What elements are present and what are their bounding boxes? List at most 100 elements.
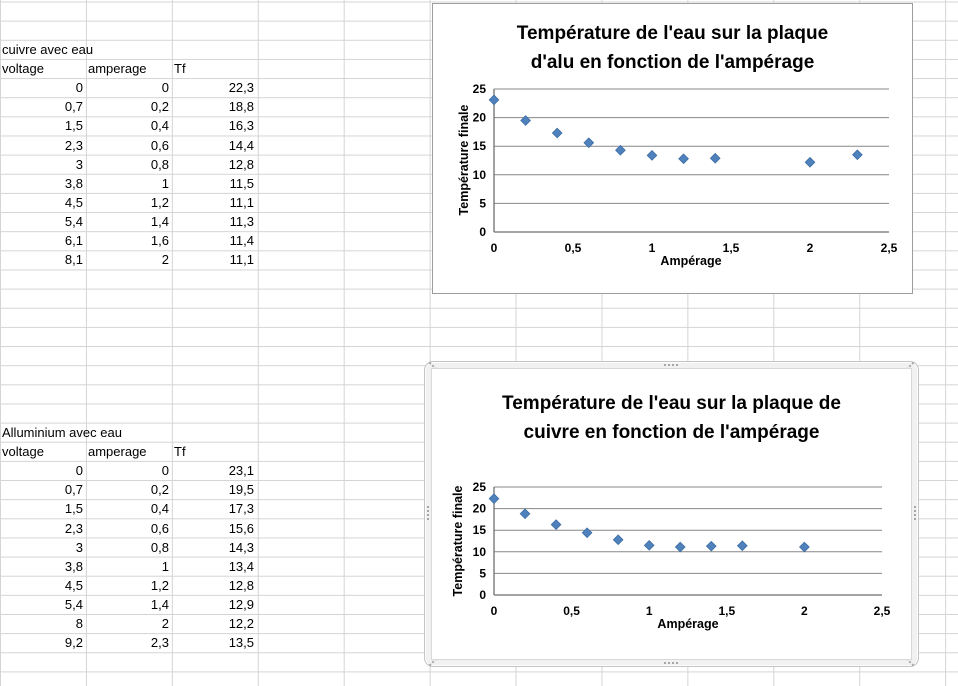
table2-header-tf[interactable]: Tf (174, 444, 186, 459)
resize-handle-left[interactable] (427, 506, 429, 520)
table-row[interactable]: 2,3 0,6 14,4 (0, 136, 258, 155)
table-cell[interactable]: 1,5 (64, 501, 83, 517)
table-cell[interactable]: 14,3 (228, 539, 254, 555)
table2-body[interactable]: 0 0 23,1 0,7 0,2 19,5 1,5 0,4 17,3 2,3 0,6 15,6 3 0,8… (0, 461, 258, 652)
table-cell[interactable]: 1 (161, 558, 169, 574)
table-cell[interactable]: 23,1 (228, 463, 254, 479)
table-cell[interactable]: 0,6 (150, 520, 169, 536)
data-point[interactable] (488, 94, 500, 106)
table-cell[interactable]: 0 (161, 80, 169, 96)
table-row[interactable]: 0,7 0,2 18,8 (0, 97, 258, 116)
chart-title[interactable]: Température de l'eau sur la plaque d'alu… (516, 23, 829, 73)
table-row[interactable]: 1,5 0,4 17,3 (0, 499, 258, 518)
table-cell[interactable]: 1,4 (150, 597, 169, 613)
table-cell[interactable]: 11,5 (229, 175, 254, 191)
table-cell[interactable]: 3 (75, 156, 83, 172)
table-row[interactable]: 8 2 12,2 (0, 614, 258, 633)
table-row[interactable]: 6,1 1,6 11,4 (0, 231, 258, 250)
table-row[interactable]: 3 0,8 14,3 (0, 538, 258, 557)
table-cell[interactable]: 1,2 (150, 578, 169, 594)
table-row[interactable]: 4,5 1,2 12,8 (0, 576, 258, 595)
table-cell[interactable]: 5,4 (64, 597, 83, 613)
table-row[interactable]: 9,2 2,3 13,5 (0, 633, 258, 652)
data-point[interactable] (581, 527, 593, 539)
table-cell[interactable]: 3,8 (64, 175, 83, 191)
table-cell[interactable]: 1 (161, 175, 169, 191)
table-cell[interactable]: 0,6 (150, 137, 169, 153)
table-cell[interactable]: 14,4 (228, 137, 254, 153)
data-point[interactable] (519, 508, 531, 520)
table1-body[interactable]: 0 0 22,3 0,7 0,2 18,8 1,5 0,4 16,3 2,3 0,6 14,4 3 0,8… (0, 78, 258, 269)
table-cell[interactable]: 13,4 (228, 558, 254, 574)
table-cell[interactable]: 2 (161, 616, 169, 632)
table-row[interactable]: 3 0,8 12,8 (0, 155, 258, 174)
data-point[interactable] (705, 540, 717, 552)
table2-title[interactable]: Alluminium avec eau (2, 424, 122, 440)
table-cell[interactable]: 2,3 (64, 137, 83, 153)
table-cell[interactable]: 13,5 (228, 635, 254, 651)
table-row[interactable]: 3,8 1 11,5 (0, 174, 258, 193)
table-cell[interactable]: 17,3 (228, 501, 254, 517)
table-cell[interactable]: 15,6 (228, 520, 254, 536)
data-point[interactable] (678, 153, 689, 165)
data-point[interactable] (551, 127, 563, 139)
table-cell[interactable]: 4,5 (64, 195, 83, 211)
data-point[interactable] (674, 541, 686, 553)
data-point[interactable] (583, 137, 595, 149)
data-point[interactable] (799, 541, 810, 553)
table-row[interactable]: 8,1 2 11,1 (0, 250, 258, 269)
data-point[interactable] (550, 519, 562, 530)
table-cell[interactable]: 8,1 (64, 252, 83, 268)
table-cell[interactable]: 1,5 (64, 118, 83, 134)
table-cell[interactable]: 1,4 (150, 214, 169, 230)
data-point[interactable] (709, 152, 721, 164)
table-cell[interactable]: 19,5 (228, 482, 254, 498)
data-point[interactable] (804, 156, 816, 168)
table-cell[interactable]: 12,9 (228, 597, 254, 613)
table-cell[interactable]: 0,2 (150, 99, 169, 115)
table-cell[interactable]: 0,7 (64, 99, 83, 115)
table-cell[interactable]: 8 (75, 616, 83, 632)
table-row[interactable]: 0 0 23,1 (0, 461, 258, 480)
table-row[interactable]: 5,4 1,4 11,3 (0, 212, 258, 231)
table-cell[interactable]: 11,1 (229, 195, 254, 211)
resize-handle-bottom[interactable] (663, 662, 678, 664)
table-cell[interactable]: 22,3 (228, 80, 254, 96)
table-cell[interactable]: 11,4 (229, 233, 254, 249)
data-point[interactable] (852, 149, 863, 161)
x-axis-title[interactable]: Ampérage (657, 617, 719, 631)
table-cell[interactable]: 0 (75, 463, 83, 479)
scatter-plot-cuivre[interactable]: 0 5 10 15 20 25 0 0,5 1 1,5 2 2,5 (432, 369, 911, 659)
data-point[interactable] (736, 540, 748, 552)
scatter-plot-alu[interactable]: 0 5 10 15 20 25 0 0,5 1 1,5 2 2,5 (433, 4, 912, 293)
table-cell[interactable]: 18,8 (228, 99, 254, 115)
table-cell[interactable]: 0,2 (150, 482, 169, 498)
data-point[interactable] (643, 539, 655, 551)
chart-cuivre[interactable]: 0 5 10 15 20 25 0 0,5 1 1,5 2 2,5 Température de l'… (431, 368, 912, 660)
table-cell[interactable]: 2 (161, 252, 169, 268)
table2-header-voltage[interactable]: voltage (2, 444, 44, 459)
table-cell[interactable]: 12,8 (228, 578, 254, 594)
resize-handle-right[interactable] (914, 506, 916, 520)
data-point[interactable] (646, 149, 658, 161)
table-cell[interactable]: 1,6 (150, 233, 169, 249)
table2-header-amperage[interactable]: amperage (88, 444, 147, 459)
table-cell[interactable]: 16,3 (228, 118, 254, 134)
table-cell[interactable]: 2,3 (64, 520, 83, 536)
table-row[interactable]: 2,3 0,6 15,6 (0, 519, 258, 538)
table-cell[interactable]: 6,1 (64, 233, 83, 249)
table-row[interactable]: 4,5 1,2 11,1 (0, 193, 258, 212)
table-row[interactable]: 0,7 0,2 19,5 (0, 480, 258, 499)
chart-selection-frame[interactable]: 0 5 10 15 20 25 0 0,5 1 1,5 2 2,5 Température de l'… (424, 361, 919, 667)
table-cell[interactable]: 3,8 (64, 558, 83, 574)
table-row[interactable]: 5,4 1,4 12,9 (0, 595, 258, 614)
table-cell[interactable]: 12,8 (228, 156, 254, 172)
table-row[interactable]: 0 0 22,3 (0, 78, 258, 97)
table-cell[interactable]: 0 (161, 463, 169, 479)
data-point[interactable] (615, 144, 626, 156)
table-cell[interactable]: 0,8 (150, 539, 169, 555)
table-cell[interactable]: 0,7 (64, 482, 83, 498)
table-cell[interactable]: 0,4 (150, 118, 169, 134)
chart-alu[interactable]: 0 5 10 15 20 25 0 0,5 1 1,5 2 2,5 Température de l'… (432, 3, 913, 294)
